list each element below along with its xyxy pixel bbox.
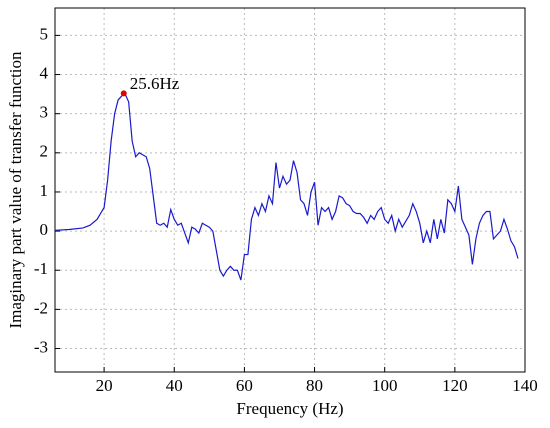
y-tick-label: -2 <box>34 298 48 317</box>
y-tick-label: 2 <box>40 142 49 161</box>
x-tick-label: 80 <box>306 376 323 395</box>
x-tick-label: 120 <box>442 376 468 395</box>
y-tick-label: -1 <box>34 259 48 278</box>
y-tick-label: 0 <box>40 220 49 239</box>
peak-marker <box>120 90 127 97</box>
annotation: 25.6Hz <box>130 74 180 93</box>
y-tick-label: 4 <box>40 63 49 82</box>
x-tick-label: 40 <box>166 376 183 395</box>
x-tick-label: 60 <box>236 376 253 395</box>
x-tick-label: 140 <box>512 376 538 395</box>
x-axis-label: Frequency (Hz) <box>236 399 343 418</box>
y-tick-label: 1 <box>40 181 49 200</box>
plot-frame <box>54 7 526 373</box>
x-tick-label: 20 <box>96 376 113 395</box>
x-tick-label: 100 <box>372 376 398 395</box>
y-tick-label: 3 <box>40 103 49 122</box>
data-line <box>54 92 519 281</box>
y-tick-label: 5 <box>40 24 49 43</box>
y-axis-label: Imaginary part value of transfer functio… <box>6 51 25 329</box>
y-tick-label: -3 <box>34 337 48 356</box>
